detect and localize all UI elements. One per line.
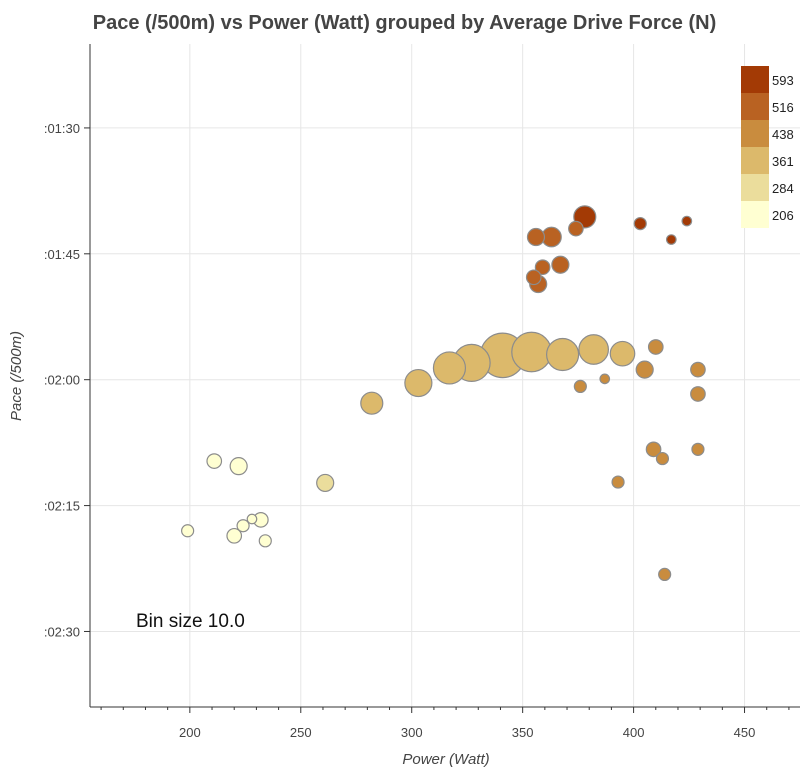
- legend-label: 284: [772, 181, 794, 196]
- data-point: [568, 220, 584, 237]
- data-point: [246, 513, 258, 525]
- data-point: [647, 339, 664, 355]
- chart-title: Pace (/500m) vs Power (Watt) grouped by …: [92, 12, 717, 34]
- data-point: [229, 457, 248, 476]
- legend-label: 516: [772, 100, 794, 115]
- y-tick-label: :01:45: [44, 247, 80, 262]
- data-point: [578, 334, 610, 365]
- bin-size-annotation: Bin size 10.0: [136, 611, 245, 632]
- data-point: [609, 340, 636, 367]
- legend-label: 206: [772, 208, 794, 223]
- data-point: [258, 534, 272, 548]
- data-point: [665, 234, 677, 245]
- data-point: [511, 331, 552, 373]
- data-point: [599, 373, 611, 385]
- x-tick-label: 400: [623, 725, 645, 740]
- data-point: [525, 269, 542, 286]
- data-point: [645, 441, 662, 458]
- legend-swatch: [741, 174, 769, 201]
- data-point: [226, 527, 243, 544]
- data-point: [658, 567, 672, 582]
- data-point: [611, 475, 625, 489]
- y-axis-label: Pace (/500m): [8, 331, 25, 421]
- color-legend: 593 516 438 361 284 206: [741, 66, 794, 228]
- axis-ticks: 200 250 300 350 400 450 :01:30 :01:45 :02:00 :02:…: [44, 121, 790, 740]
- y-tick-label: :02:00: [44, 373, 80, 388]
- data-point: [681, 215, 693, 227]
- data-point: [360, 391, 384, 415]
- data-point: [526, 227, 546, 247]
- x-tick-label: 450: [734, 725, 756, 740]
- y-tick-label: :02:15: [44, 499, 80, 514]
- legend-swatch: [741, 201, 769, 228]
- data-point: [573, 379, 587, 394]
- data-point: [206, 453, 223, 469]
- legend-swatch: [741, 147, 769, 174]
- data-point: [534, 259, 551, 276]
- legend-label: 593: [772, 73, 794, 88]
- legend-label: 438: [772, 127, 794, 142]
- data-points: [181, 205, 706, 582]
- data-point: [316, 473, 335, 493]
- axes: [89, 44, 800, 708]
- data-point: [432, 351, 467, 385]
- x-tick-label: 250: [290, 725, 312, 740]
- legend-swatch: [741, 120, 769, 147]
- legend-label: 361: [772, 154, 794, 169]
- legend-swatch: [741, 93, 769, 120]
- data-point: [690, 386, 706, 402]
- legend-swatch: [741, 66, 769, 93]
- x-axis-label: Power (Watt): [402, 751, 489, 768]
- data-point: [404, 368, 433, 398]
- data-point: [551, 255, 570, 274]
- data-point: [635, 360, 654, 379]
- data-point: [633, 216, 647, 231]
- y-tick-label: :02:30: [44, 624, 80, 639]
- data-point: [236, 519, 250, 533]
- x-tick-label: 300: [401, 725, 423, 740]
- data-point: [181, 524, 195, 538]
- data-point: [690, 361, 706, 378]
- data-point: [655, 451, 670, 466]
- x-tick-label: 200: [179, 725, 201, 740]
- y-tick-label: :01:30: [44, 121, 80, 136]
- data-point: [545, 337, 580, 372]
- x-tick-label: 350: [512, 725, 534, 740]
- data-point: [691, 442, 705, 456]
